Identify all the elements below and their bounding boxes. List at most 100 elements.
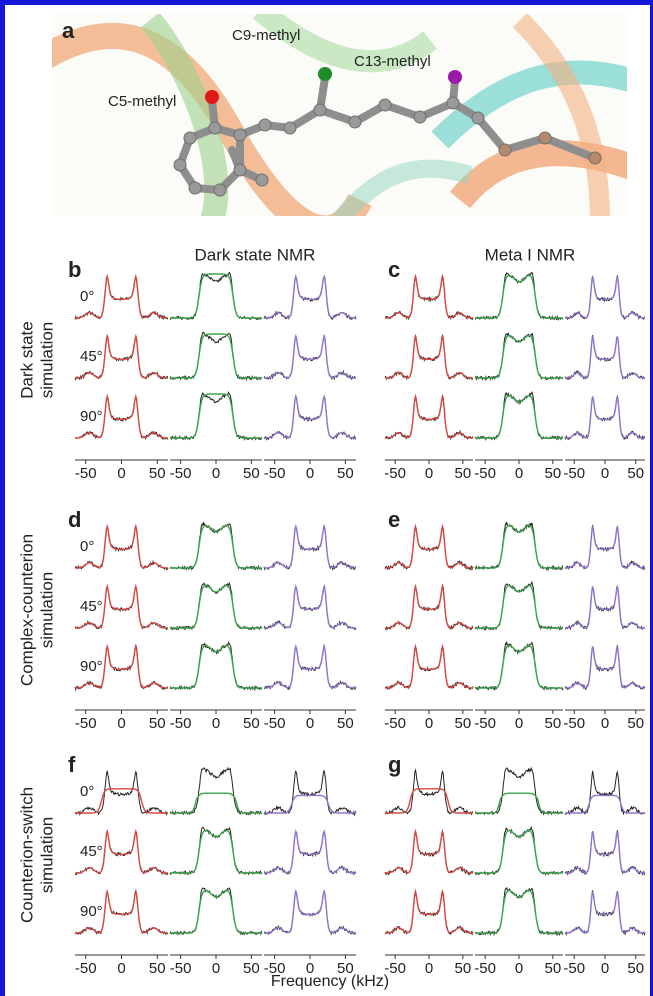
simulated-spectrum: [75, 273, 168, 319]
simulated-spectrum: [75, 788, 168, 814]
simulated-spectrum: [475, 584, 563, 629]
x-tick-label: 50: [243, 715, 260, 732]
row-label: Complex-counterion: [17, 534, 36, 686]
row-label: Counterion-switch: [17, 787, 36, 923]
x-tick-label: 50: [627, 960, 644, 977]
experimental-spectrum: [170, 581, 263, 631]
experimental-spectrum: [384, 768, 474, 816]
simulated-spectrum: [385, 333, 473, 379]
panel-letter: a: [62, 18, 75, 43]
c9-methyl-atom: [318, 67, 332, 81]
x-tick-label: 50: [545, 960, 562, 977]
simulated-spectrum: [170, 584, 262, 629]
experimental-spectrum: [169, 826, 263, 876]
x-tick-label: 0: [212, 960, 220, 977]
experimental-spectrum: [384, 275, 474, 321]
ribbon: [512, 14, 610, 216]
simulated-spectrum: [264, 583, 356, 629]
x-tick-label: 50: [455, 715, 472, 732]
x-tick-label: 50: [149, 465, 166, 482]
simulated-spectrum: [170, 829, 262, 874]
simulated-spectrum: [75, 643, 168, 689]
simulated-spectrum: [475, 889, 563, 934]
x-tick-label: 0: [306, 715, 314, 732]
x-tick-label: 0: [425, 715, 433, 732]
x-tick-label: 50: [455, 960, 472, 977]
row-label: simulation: [37, 322, 56, 399]
x-tick-label: 0: [515, 960, 523, 977]
x-tick-label: 0: [425, 960, 433, 977]
column-title: Meta I NMR: [485, 245, 576, 264]
experimental-spectrum: [384, 334, 474, 381]
simulated-spectrum: [170, 524, 262, 569]
c13-methyl-atom: [448, 70, 462, 84]
x-tick-label: 50: [337, 465, 354, 482]
simulated-spectrum: [264, 393, 356, 439]
simulated-spectrum: [264, 333, 356, 379]
experimental-spectrum: [169, 391, 263, 442]
x-tick-label: 50: [243, 960, 260, 977]
simulated-spectrum: [475, 792, 563, 814]
simulated-spectrum: [475, 334, 563, 379]
experimental-spectrum: [169, 766, 263, 816]
simulated-spectrum: [385, 393, 473, 439]
x-tick-label: 0: [117, 715, 125, 732]
x-tick-label: -50: [563, 715, 585, 732]
atoms: [173, 96, 602, 197]
simulated-spectrum: [565, 396, 645, 439]
x-tick-label: 0: [117, 465, 125, 482]
experimental-spectrum: [263, 524, 357, 571]
x-tick-label: -50: [75, 715, 97, 732]
simulated-spectrum: [565, 276, 645, 319]
simulated-spectrum: [170, 393, 262, 439]
simulated-spectrum: [565, 336, 645, 379]
x-tick-label: 50: [627, 465, 644, 482]
x-tick-label: -50: [474, 465, 496, 482]
ribbon: [449, 140, 627, 209]
simulated-spectrum: [264, 273, 356, 319]
x-tick-label: -50: [563, 960, 585, 977]
x-tick-label: 50: [627, 715, 644, 732]
ribbon: [140, 14, 229, 216]
angle-label: 0°: [80, 288, 94, 305]
panel-letter: d: [68, 507, 81, 532]
experimental-spectrum: [169, 641, 263, 692]
experimental-spectrum: [474, 766, 564, 816]
simulated-spectrum: [264, 888, 356, 934]
simulated-spectrum: [475, 394, 563, 439]
simulated-spectrum: [75, 393, 168, 439]
x-tick-label: -50: [563, 465, 585, 482]
simulated-spectrum: [385, 273, 473, 319]
simulated-spectrum: [264, 794, 356, 814]
x-tick-label: 0: [425, 465, 433, 482]
x-tick-label: -50: [75, 465, 97, 482]
experimental-spectrum: [474, 580, 564, 632]
experimental-spectrum: [474, 390, 564, 442]
x-tick-label: 50: [149, 715, 166, 732]
x-tick-label: 0: [212, 715, 220, 732]
x-tick-label: 0: [601, 960, 609, 977]
x-tick-label: 50: [455, 465, 472, 482]
experimental-spectrum: [169, 271, 263, 321]
x-tick-label: -50: [264, 715, 286, 732]
experimental-spectrum: [474, 331, 564, 382]
angle-label: 90°: [80, 658, 103, 675]
simulated-spectrum: [170, 644, 262, 689]
simulated-spectrum: [475, 274, 563, 319]
annotation: C13-methyl: [354, 53, 431, 70]
simulated-spectrum: [385, 828, 473, 874]
structure-panel: [52, 14, 627, 216]
experimental-spectrum: [474, 825, 564, 876]
x-tick-label: 0: [306, 465, 314, 482]
simulated-spectrum: [75, 333, 168, 379]
simulated-spectrum: [565, 794, 645, 814]
simulated-spectrum: [475, 524, 563, 569]
x-tick-label: -50: [384, 465, 406, 482]
simulated-spectrum: [565, 646, 645, 689]
experimental-spectrum: [474, 521, 564, 572]
simulated-spectrum: [264, 828, 356, 874]
x-tick-label: -50: [384, 715, 406, 732]
experimental-spectrum: [169, 521, 263, 571]
x-tick-label: -50: [264, 465, 286, 482]
